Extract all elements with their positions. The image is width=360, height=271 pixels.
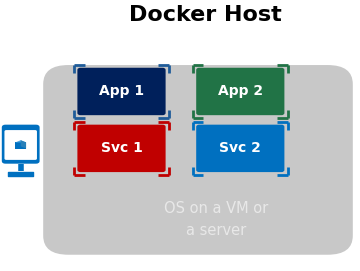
FancyBboxPatch shape bbox=[196, 125, 284, 172]
Polygon shape bbox=[15, 140, 26, 143]
Text: Docker Host: Docker Host bbox=[129, 5, 282, 25]
FancyBboxPatch shape bbox=[43, 65, 353, 255]
FancyBboxPatch shape bbox=[77, 125, 166, 172]
Text: Svc 2: Svc 2 bbox=[219, 141, 261, 155]
Text: App 1: App 1 bbox=[99, 85, 144, 98]
Polygon shape bbox=[21, 140, 26, 149]
FancyBboxPatch shape bbox=[2, 125, 40, 164]
Text: Svc 1: Svc 1 bbox=[100, 141, 143, 155]
FancyBboxPatch shape bbox=[4, 130, 37, 160]
Text: OS on a VM or
a server: OS on a VM or a server bbox=[165, 201, 269, 238]
FancyBboxPatch shape bbox=[77, 68, 166, 115]
FancyBboxPatch shape bbox=[196, 68, 284, 115]
Text: App 2: App 2 bbox=[218, 85, 263, 98]
Polygon shape bbox=[15, 143, 26, 149]
